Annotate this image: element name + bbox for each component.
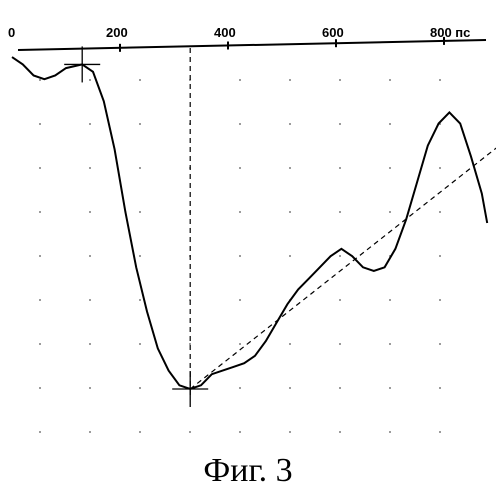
figure-caption: Фиг. 3 [0,452,496,490]
grid-dots [39,79,441,433]
grid-dot [339,431,341,433]
grid-dot [239,79,241,81]
grid-dot [39,299,41,301]
grid-dot [89,79,91,81]
grid-dot [389,343,391,345]
grid-dot [289,431,291,433]
grid-dot [39,431,41,433]
grid-dot [39,123,41,125]
grid-dot [89,123,91,125]
x-tick-label: 0 [8,25,15,40]
grid-dot [239,431,241,433]
grid-dot [339,79,341,81]
grid-dot [39,167,41,169]
x-tick-label: 600 [322,25,344,40]
grid-dot [339,167,341,169]
grid-dot [139,123,141,125]
grid-dot [289,255,291,257]
grid-dot [239,255,241,257]
x-tick-label: 800 пс [430,25,470,40]
grid-dot [289,167,291,169]
x-axis [18,40,486,50]
x-tick-label: 400 [214,25,236,40]
crosshair-markers [64,46,208,407]
grid-dot [89,343,91,345]
grid-dot [239,299,241,301]
grid-dot [139,343,141,345]
series-line [12,57,487,389]
grid-dot [39,387,41,389]
grid-dot [439,387,441,389]
grid-dot [339,123,341,125]
grid-dot [39,79,41,81]
grid-dot [89,211,91,213]
grid-dot [89,167,91,169]
grid-dot [239,387,241,389]
grid-dot [389,299,391,301]
x-tick-label: 200 [106,25,128,40]
grid-dot [439,167,441,169]
grid-dot [389,123,391,125]
grid-dot [139,167,141,169]
grid-dot [139,299,141,301]
grid-dot [439,431,441,433]
grid-dot [389,431,391,433]
grid-dot [289,211,291,213]
grid-dot [339,387,341,389]
grid-dot [89,299,91,301]
grid-dot [89,387,91,389]
grid-dot [39,211,41,213]
grid-dot [189,343,191,345]
grid-dot [339,343,341,345]
grid-dot [339,211,341,213]
grid-dot [289,123,291,125]
grid-dot [139,387,141,389]
grid-dot [239,343,241,345]
grid-dot [239,211,241,213]
grid-dot [89,255,91,257]
grid-dot [289,79,291,81]
grid-dot [39,343,41,345]
grid-dot [439,343,441,345]
grid-dot [289,387,291,389]
grid-dot [239,167,241,169]
grid-dot [439,255,441,257]
grid-dot [339,255,341,257]
grid-dot [89,431,91,433]
grid-dot [289,343,291,345]
grid-dot [339,299,341,301]
grid-dot [139,255,141,257]
grid-dot [439,79,441,81]
grid-dot [389,211,391,213]
grid-dot [389,387,391,389]
grid-dot [39,255,41,257]
grid-dot [189,431,191,433]
grid-dot [439,211,441,213]
dashed-trend-line [190,147,496,389]
grid-dot [139,211,141,213]
grid-dot [239,123,241,125]
grid-dot [139,79,141,81]
grid-dot [389,79,391,81]
grid-dot [439,299,441,301]
grid-dot [389,167,391,169]
grid-dot [139,431,141,433]
